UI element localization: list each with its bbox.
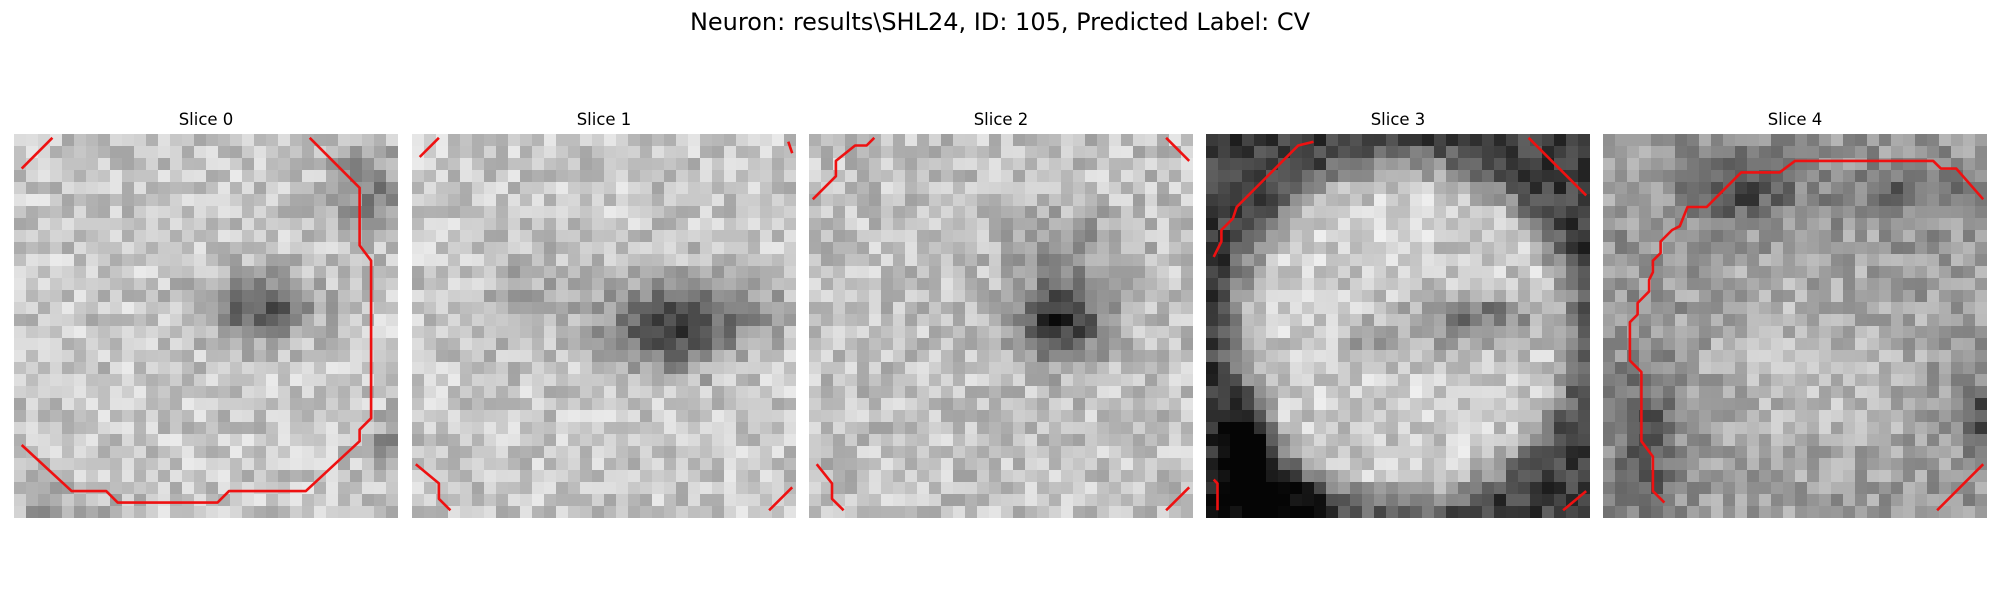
contour-layer <box>414 136 794 512</box>
pixel-layer <box>1603 134 1987 518</box>
roi-contour-line <box>768 486 794 512</box>
slice-panel-0: Slice 0 <box>14 108 398 518</box>
roi-contour-line <box>1212 140 1314 258</box>
slice-title: Slice 2 <box>973 110 1029 129</box>
roi-contour-line <box>1936 463 1985 512</box>
pixel-layer <box>14 134 398 518</box>
slice-image <box>14 134 398 518</box>
slice-image <box>1603 134 1987 518</box>
contour-layer <box>1212 136 1588 512</box>
slice-image <box>412 134 796 518</box>
slice-pixel-grid <box>1603 134 1987 518</box>
contour-layer <box>811 136 1191 512</box>
roi-contour-line <box>811 136 876 201</box>
roi-contour-line <box>1165 136 1191 162</box>
roi-contour-line <box>418 136 440 158</box>
roi-contour-line <box>1165 486 1191 512</box>
pixel-layer <box>809 134 1193 518</box>
slice-image <box>809 134 1193 518</box>
slice-image <box>1206 134 1590 518</box>
slice-pixel-grid <box>809 134 1193 518</box>
slice-title: Slice 1 <box>576 110 632 129</box>
pixel-layer <box>1206 134 1590 518</box>
slice-pixel-grid <box>412 134 796 518</box>
slice-panel-3: Slice 3 <box>1206 108 1590 518</box>
figure-title: Neuron: results\SHL24, ID: 105, Predicte… <box>689 8 1311 36</box>
slice-title: Slice 4 <box>1767 110 1823 129</box>
roi-contour-line <box>1527 136 1588 197</box>
contour-layer <box>20 136 373 504</box>
roi-contour-line <box>1562 490 1588 512</box>
roi-contour-line <box>20 136 54 170</box>
roi-contour-line <box>20 136 373 504</box>
roi-contour-line <box>1628 159 1985 504</box>
slice-title: Slice 0 <box>178 110 234 129</box>
slice-pixel-grid <box>1206 134 1590 518</box>
contour-layer <box>1628 159 1985 512</box>
slice-panel-2: Slice 2 <box>809 108 1193 518</box>
pixel-layer <box>412 134 796 518</box>
roi-contour-line <box>1212 478 1219 511</box>
slice-title: Slice 3 <box>1370 110 1426 129</box>
slice-panel-1: Slice 1 <box>412 108 796 518</box>
slice-pixel-grid <box>14 134 398 518</box>
roi-contour-line <box>414 463 452 512</box>
slice-panel-4: Slice 4 <box>1603 108 1987 518</box>
roi-contour-line <box>787 141 794 154</box>
roi-contour-line <box>815 463 845 512</box>
